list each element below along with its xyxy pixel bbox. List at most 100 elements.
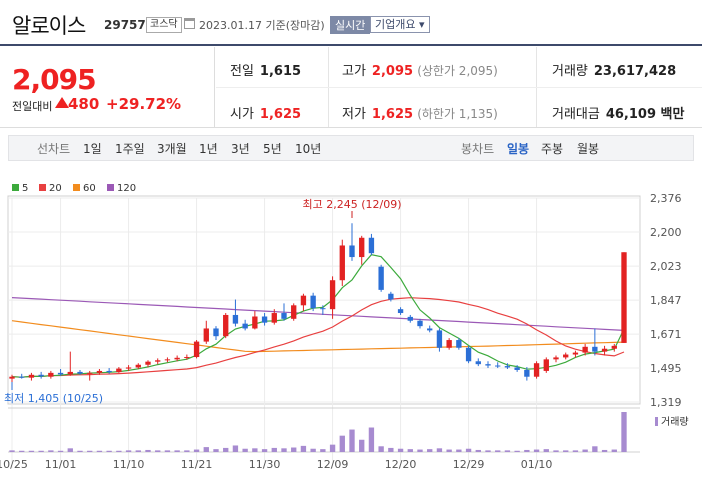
volume-bar [601,449,608,452]
tab-candle-chart[interactable]: 봉차트 [461,142,495,156]
volume-bar [116,450,122,452]
volume-bar [28,450,35,452]
legend-swatch [39,184,46,191]
volume-bar [135,450,141,452]
candle-body [135,364,141,368]
candle-body [397,309,404,314]
volume-bar [38,450,44,452]
tab-line-chart[interactable]: 선차트 [37,142,71,156]
volume-bar [407,449,413,452]
volume-bar [48,450,54,452]
price-stats: 전일 1,615 고가 2,095 (상한가 2,095) 거래량 23,617,42… [216,47,702,127]
volume-bar [349,429,355,452]
stat-prev-close: 전일 1,615 [230,64,302,79]
x-tick-label: 11/30 [249,458,281,471]
legend-label: 120 [117,183,136,194]
volume-legend-swatch [655,417,658,426]
candle-body [28,374,35,378]
x-tick-label: 11/10 [113,458,145,471]
volume-bar [359,439,365,452]
volume-bar [446,449,452,452]
volume-bar [495,450,501,452]
volume-bar [475,449,481,452]
volume-bar [592,446,598,452]
candle-body [232,314,239,324]
candle-body [291,305,297,319]
candle-body [96,370,103,373]
tab-range-10y[interactable]: 10년 [295,142,322,156]
x-tick-label: 10/25 [0,458,28,471]
candle-body [116,368,122,373]
stock-header: 알로이스 297570 코스닥 2023.01.17 기준(장마감) 실시간 기… [0,0,702,46]
volume-bar [368,427,375,452]
volume-bar [164,450,171,452]
candle-body [621,252,627,343]
volume-bar [572,450,579,452]
candle-body [388,293,394,300]
volume-bar [611,449,617,452]
tab-range-1w[interactable]: 1주일 [115,142,145,156]
candle-body [310,295,316,309]
volume-bar [261,449,268,452]
tab-range-5y[interactable]: 5년 [263,142,282,156]
candle-body [252,316,258,329]
candle-body [359,237,365,258]
candle-body [592,346,598,352]
tab-period-day[interactable]: 일봉 [507,142,530,156]
volume-bar [397,448,404,452]
volume-bar [57,450,64,452]
volume-bar [514,450,520,452]
volume-bar [320,449,326,452]
tab-period-week[interactable]: 주봉 [541,142,564,156]
tab-range-1y[interactable]: 1년 [199,142,218,156]
candlestick-chart: 2,376 2,200 2,023 1,847 1,671 1,495 1,319 10/25… [0,176,702,482]
volume-bar [155,450,161,452]
candle-body [485,364,491,366]
candle-body [87,372,93,374]
x-tick-label: 11/01 [45,458,77,471]
volume-bar [67,448,73,452]
up-arrow-icon [55,97,69,108]
calendar-icon [184,18,195,29]
candle-body [572,352,579,355]
tab-range-1d[interactable]: 1일 [83,142,102,156]
volume-bar [223,447,229,452]
candle-body [320,308,326,310]
legend-swatch [12,184,19,191]
ma60-line [11,320,625,353]
price-change-percent: +29.72% [106,95,182,113]
candle-body [213,328,219,337]
volume-bar [300,445,307,452]
price-summary: 2,095 전일대비 480 +29.72% [0,47,215,127]
company-overview-dropdown[interactable]: 기업개요 ▾ [370,16,430,33]
low-annotation: 최저 1,405 (10/25) [4,392,103,405]
volume-bar [378,446,384,452]
candle-body [300,295,307,306]
realtime-button[interactable]: 실시간 [330,16,371,34]
candle-body [349,245,355,258]
candle-body [223,314,229,337]
volume-bar [193,449,200,452]
volume-bar [504,450,511,452]
y-tick-label: 1,671 [650,328,682,341]
candle-body [427,328,433,331]
volume-bar [485,450,491,452]
candle-body [329,280,336,310]
volume-bar [329,444,336,452]
volume-bar [310,448,316,452]
volume-bar [563,450,569,452]
candle-body [38,374,44,377]
tab-period-month[interactable]: 월봉 [577,142,600,156]
volume-bar [232,445,239,452]
y-tick-label: 2,376 [650,192,682,205]
candle-body [67,371,73,375]
candle-body [164,359,171,361]
stat-low: 저가 1,625 (하한가 1,135) [342,107,498,122]
x-tick-label: 01/10 [521,458,553,471]
y-tick-label: 2,200 [650,226,682,239]
volume-bar [465,448,472,452]
tab-range-3y[interactable]: 3년 [231,142,250,156]
candle-body [281,313,287,319]
candle-body [155,360,161,362]
tab-range-3m[interactable]: 3개월 [157,142,187,156]
